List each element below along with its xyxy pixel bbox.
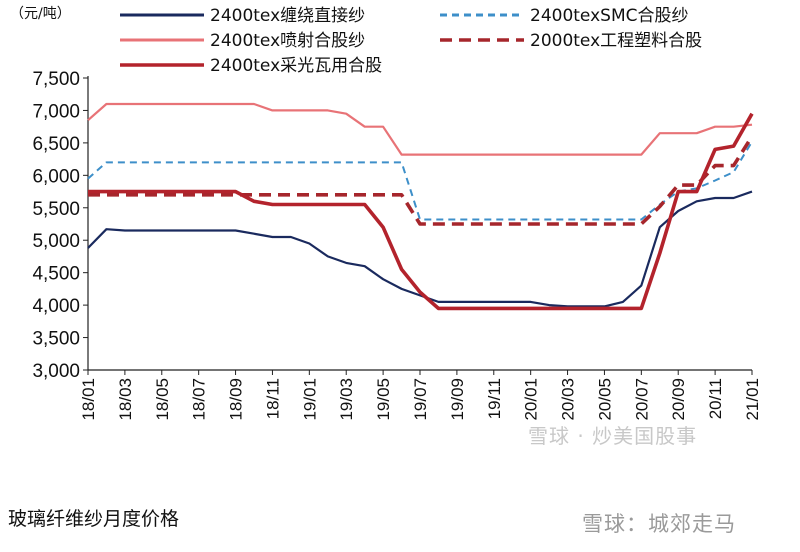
series-line-2 xyxy=(87,141,753,221)
y-tick-label: 4,000 xyxy=(32,296,80,317)
y-tick-label: 6,500 xyxy=(32,134,80,155)
x-tick-label: 20/09 xyxy=(669,378,688,421)
x-tick-label: 19/09 xyxy=(448,378,467,421)
x-tick-label: 18/03 xyxy=(116,378,135,421)
x-tick-label: 21/01 xyxy=(743,378,762,421)
x-tick-label: 18/07 xyxy=(190,378,209,421)
x-tick-label: 18/11 xyxy=(263,378,282,419)
series-line-4 xyxy=(88,135,754,226)
x-tick-label: 20/11 xyxy=(706,378,725,419)
x-axis: 18/01 18/03 18/05 18/07 18/09 18/11 19/01 19/03… xyxy=(79,369,762,421)
y-tick-label: 7,000 xyxy=(32,101,80,122)
y-tick-label: 3,500 xyxy=(32,329,80,350)
y-tick-label: 6,000 xyxy=(32,166,80,187)
y-tick-label: 7,500 xyxy=(32,69,80,90)
series-line-1 xyxy=(87,190,753,308)
x-tick-label: 20/05 xyxy=(595,378,614,421)
x-tick-label: 20/07 xyxy=(632,378,651,421)
series-line-5 xyxy=(88,112,754,311)
watermark-inline: 雪球 · 炒美国股事 xyxy=(528,424,698,448)
y-tick-label: 3,000 xyxy=(32,361,80,382)
x-tick-label: 19/11 xyxy=(485,378,504,419)
x-tick-label: 19/05 xyxy=(374,378,393,421)
y-axis: 3,000 3,500 4,000 4,500 5,000 5,500 6,000 6,500… xyxy=(32,69,89,382)
x-tick-label: 18/01 xyxy=(79,378,98,421)
x-tick-label: 20/01 xyxy=(522,378,541,421)
x-tick-label: 18/09 xyxy=(227,378,246,421)
legend-label-5: 2400tex采光瓦用合股 xyxy=(210,56,382,76)
legend-label-2: 2400texSMC合股纱 xyxy=(530,6,688,26)
legend-label-1: 2400tex缠绕直接纱 xyxy=(210,6,365,26)
y-tick-label: 4,500 xyxy=(32,264,80,285)
unit-label: （元/吨） xyxy=(10,6,71,22)
series-line-3 xyxy=(87,102,753,156)
legend-label-4: 2000tex工程塑料合股 xyxy=(530,31,702,51)
watermark-bottom: 雪球：城郊走马 xyxy=(582,512,736,536)
x-tick-label: 19/07 xyxy=(411,378,430,421)
chart-caption: 玻璃纤维纱月度价格 xyxy=(8,508,180,530)
line-chart: （元/吨） 2400tex缠绕直接纱 2400texSMC合股纱 2400tex喷射… xyxy=(10,6,762,421)
y-tick-label: 5,000 xyxy=(32,231,80,252)
legend-label-3: 2400tex喷射合股纱 xyxy=(210,31,365,51)
series-layer xyxy=(87,102,754,311)
y-tick-label: 5,500 xyxy=(32,199,80,220)
legend: 2400tex缠绕直接纱 2400texSMC合股纱 2400tex喷射合股纱 200… xyxy=(120,6,702,76)
x-tick-label: 19/01 xyxy=(300,378,319,421)
x-tick-label: 18/05 xyxy=(153,378,172,421)
x-tick-label: 20/03 xyxy=(559,378,578,421)
x-tick-label: 19/03 xyxy=(337,378,356,421)
